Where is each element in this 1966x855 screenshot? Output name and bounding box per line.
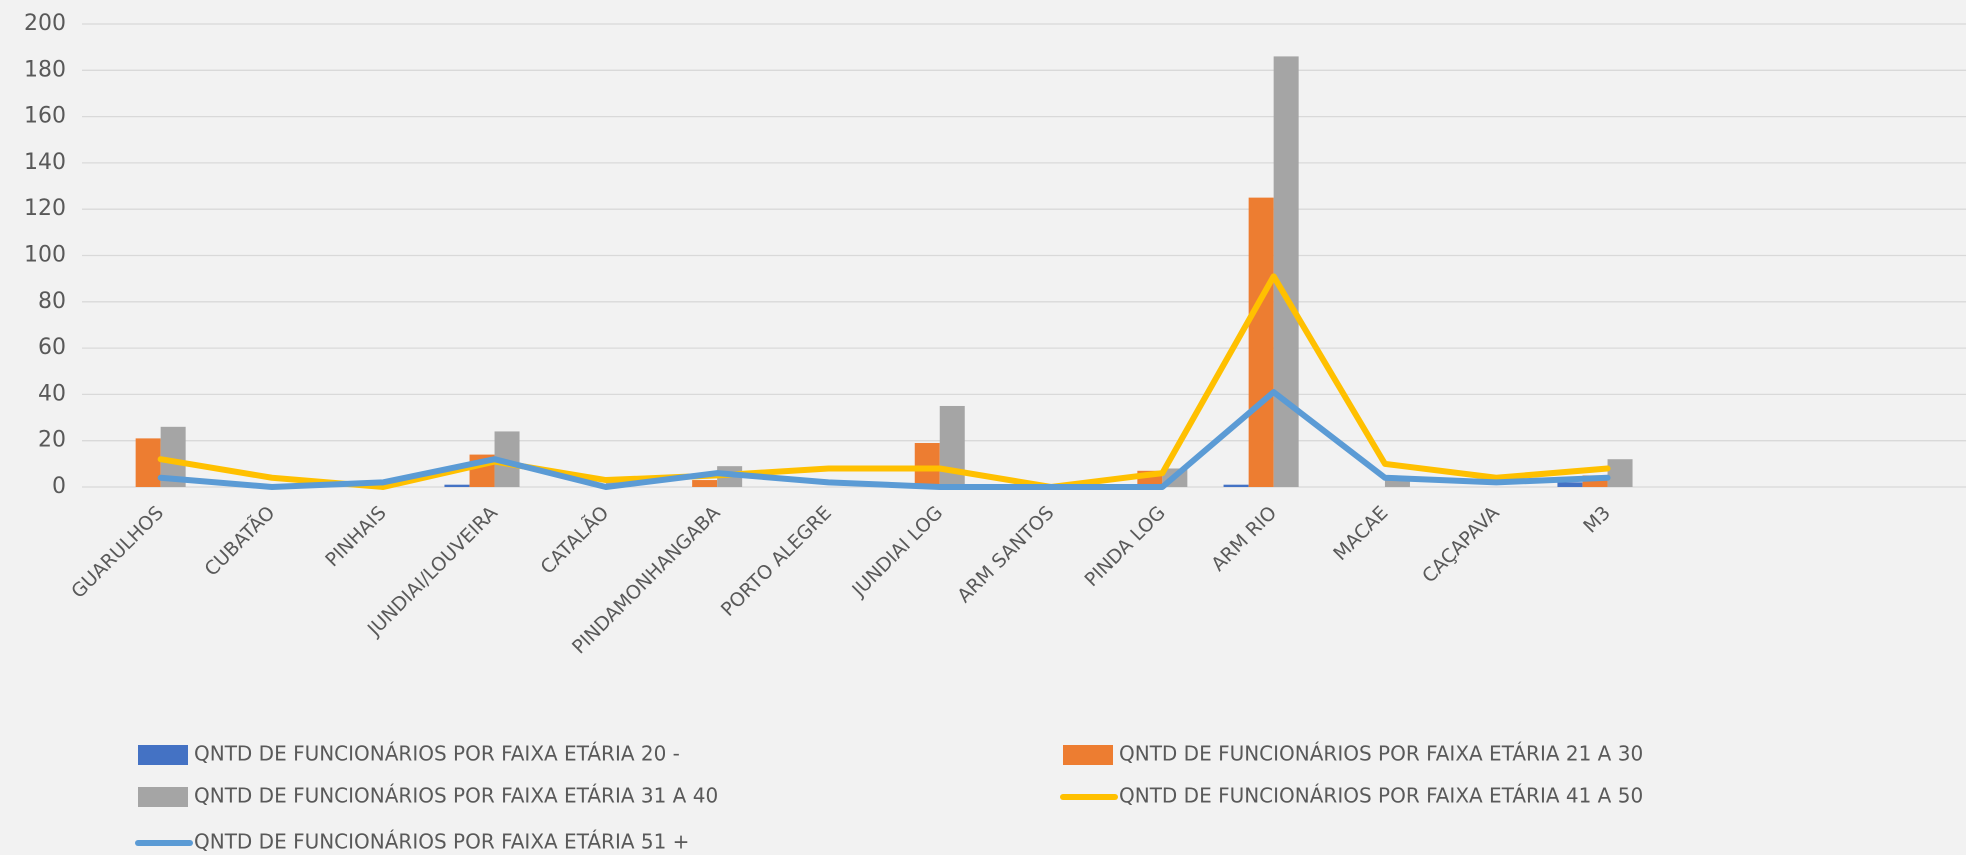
bar — [1223, 484, 1249, 487]
x-tick-label: M3 — [1579, 502, 1615, 538]
x-tick-label: PINDA LOG — [1081, 502, 1170, 591]
x-tick-label: PORTO ALEGRE — [717, 502, 836, 621]
y-tick-label: 180 — [24, 57, 66, 82]
bar — [914, 443, 940, 487]
legend-label: QNTD DE FUNCIONÁRIOS POR FAIXA ETÁRIA 20… — [194, 742, 680, 766]
legend-label: QNTD DE FUNCIONÁRIOS POR FAIXA ETÁRIA 21… — [1119, 742, 1643, 766]
legend-label: QNTD DE FUNCIONÁRIOS POR FAIXA ETÁRIA 41… — [1119, 784, 1643, 808]
x-tick-label: PINHAIS — [321, 502, 390, 571]
x-tick-label: MACAE — [1329, 502, 1392, 565]
y-tick-label: 140 — [24, 150, 66, 175]
x-tick-label: ARM RIO — [1207, 502, 1281, 576]
legend-swatch — [138, 745, 188, 765]
y-tick-label: 40 — [38, 381, 66, 406]
line — [157, 389, 1611, 490]
x-tick-label: JUNDIAI LOG — [847, 502, 947, 602]
bar — [1384, 480, 1410, 487]
x-tick-label: CATALÃO — [536, 501, 613, 578]
bar — [135, 438, 161, 487]
bar — [1248, 197, 1274, 487]
x-tick-label: CAÇAPAVA — [1418, 502, 1504, 588]
bar — [1607, 459, 1633, 487]
y-tick-label: 100 — [24, 243, 66, 268]
x-tick-label: CUBATÃO — [200, 501, 280, 581]
y-tick-label: 80 — [38, 289, 66, 314]
line — [157, 273, 1611, 490]
legend-label: QNTD DE FUNCIONÁRIOS POR FAIXA ETÁRIA 51… — [194, 830, 689, 854]
y-tick-label: 160 — [24, 104, 66, 129]
bar — [692, 480, 718, 487]
legend-swatch — [138, 787, 188, 807]
y-tick-label: 60 — [38, 335, 66, 360]
legend-swatch — [1063, 745, 1113, 765]
y-tick-label: 120 — [24, 196, 66, 221]
bar — [444, 484, 470, 487]
legend-label: QNTD DE FUNCIONÁRIOS POR FAIXA ETÁRIA 31… — [194, 784, 718, 808]
x-tick-label: GUARULHOS — [67, 502, 168, 603]
bar — [1557, 482, 1583, 487]
bar — [1273, 56, 1299, 487]
y-tick-label: 20 — [38, 428, 66, 453]
y-tick-label: 200 — [24, 11, 66, 36]
x-tick-label: ARM SANTOS — [953, 502, 1058, 607]
y-tick-label: 0 — [52, 474, 66, 499]
